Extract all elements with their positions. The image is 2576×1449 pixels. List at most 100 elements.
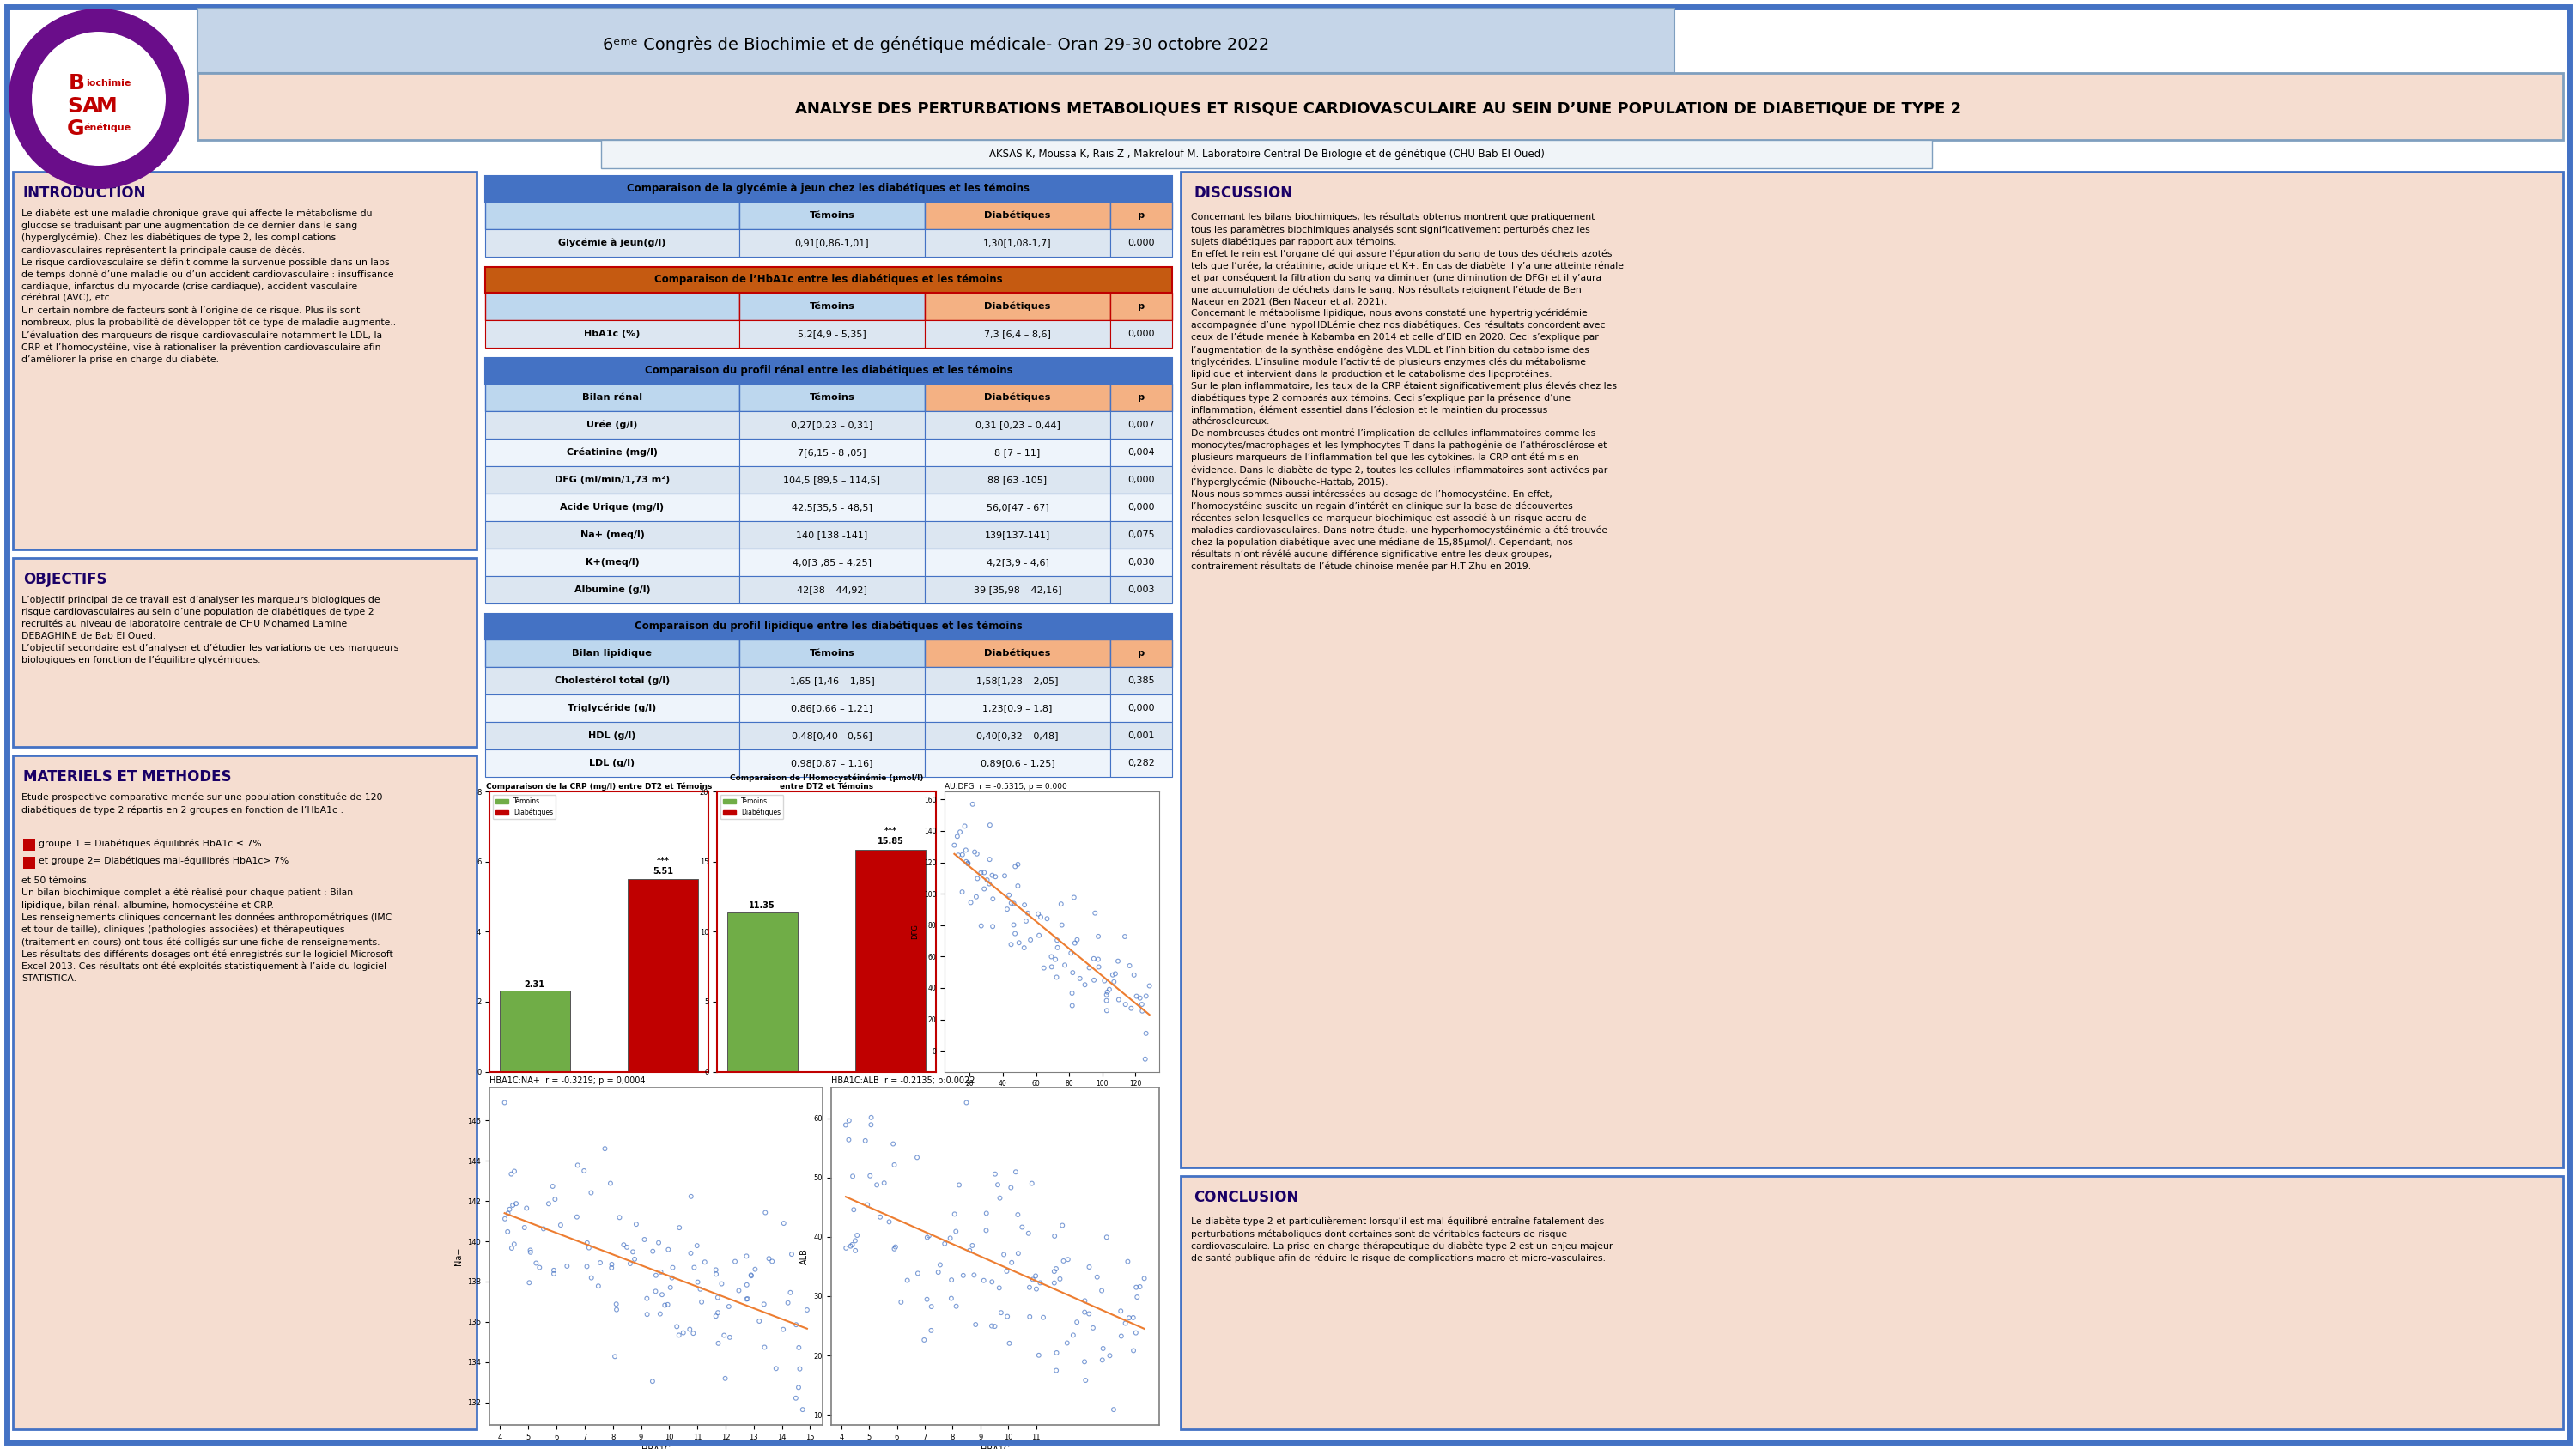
Point (1051, 994, 1092, 1017)
Text: Diabétiques: Diabétiques (984, 301, 1051, 312)
Point (495, 1193, 536, 1216)
Point (505, 1216, 546, 1239)
Point (698, 1285, 739, 1308)
Point (961, 914, 1002, 938)
Text: 42[38 – 44,92]: 42[38 – 44,92] (796, 585, 868, 594)
Bar (1110, 467, 1172, 494)
Text: groupe 1 = Diabétiques équilibrés HbA1c ≤ 7%: groupe 1 = Diabétiques équilibrés HbA1c … (39, 839, 263, 848)
Point (670, 1185, 711, 1208)
Text: 8 [7 – 11]: 8 [7 – 11] (994, 448, 1041, 456)
Point (1072, 1316, 1113, 1339)
Point (641, 1261, 683, 1284)
Point (907, 1288, 948, 1311)
Text: énétique: énétique (85, 123, 131, 133)
Point (595, 1293, 636, 1316)
X-axis label: AU: AU (1046, 1093, 1056, 1100)
Point (1064, 1350, 1105, 1374)
Point (912, 1295, 953, 1319)
Point (1038, 1268, 1079, 1291)
Bar (484, 229, 739, 256)
Point (832, 1233, 873, 1256)
Point (1025, 907, 1066, 930)
Point (943, 1264, 984, 1287)
Bar (13, 558, 477, 746)
Point (1121, 993, 1162, 1016)
Point (744, 1336, 786, 1359)
Text: 6ᵉᵐᵉ Congrès de Biochimie et de génétique médicale- Oran 29-30 octobre 2022: 6ᵉᵐᵉ Congrès de Biochimie et de génétiqu… (603, 36, 1270, 54)
Point (1064, 1290, 1105, 1313)
Point (1023, 956, 1064, 980)
Bar (925, 494, 1110, 522)
X-axis label: HBA1C: HBA1C (641, 1446, 670, 1449)
Point (1082, 1349, 1123, 1372)
Point (698, 1301, 739, 1324)
Point (824, 1113, 866, 1136)
Point (945, 851, 987, 874)
Point (948, 1239, 989, 1262)
Point (1126, 1048, 1167, 1071)
Point (1113, 1339, 1154, 1362)
Text: ANALYSE DES PERTURBATIONS METABOLIQUES ET RISQUE CARDIOVASCULAIRE AU SEIN D’UNE : ANALYSE DES PERTURBATIONS METABOLIQUES E… (796, 100, 1960, 116)
Text: 4,0[3 ,85 – 4,25]: 4,0[3 ,85 – 4,25] (793, 558, 871, 567)
Point (515, 1252, 556, 1275)
Point (768, 1291, 809, 1314)
Point (677, 1271, 719, 1294)
Point (1051, 942, 1092, 965)
Point (997, 874, 1038, 897)
Point (1126, 1022, 1167, 1045)
Point (489, 1198, 531, 1222)
Point (1126, 984, 1167, 1007)
Point (647, 1293, 688, 1316)
Bar (13, 755, 477, 1429)
Point (533, 1262, 574, 1285)
Point (1064, 974, 1105, 997)
Point (1087, 990, 1128, 1013)
Point (909, 1319, 951, 1342)
Point (1105, 993, 1146, 1016)
Point (590, 1172, 631, 1195)
Point (994, 922, 1036, 945)
Bar (1110, 549, 1172, 577)
Point (1090, 978, 1131, 1001)
Point (1010, 1275, 1051, 1298)
Bar (925, 320, 1110, 348)
Bar (739, 201, 925, 229)
Point (680, 1291, 721, 1314)
Text: 0,003: 0,003 (1128, 585, 1154, 594)
Point (933, 833, 974, 856)
Text: Cholestérol total (g/l): Cholestérol total (g/l) (554, 677, 670, 685)
Point (1128, 974, 1170, 997)
Point (1092, 971, 1133, 994)
Point (626, 1287, 667, 1310)
Point (999, 932, 1041, 955)
Point (997, 853, 1038, 877)
Point (1043, 1249, 1084, 1272)
Point (987, 897, 1028, 920)
Bar (1110, 639, 1172, 667)
Point (755, 1356, 796, 1379)
Bar (484, 201, 739, 229)
Point (778, 1377, 819, 1400)
Point (956, 1313, 997, 1336)
Point (1007, 901, 1048, 924)
Text: et 50 témoins.
Un bilan biochimique complet a été réalisé pour chaque patient : : et 50 témoins. Un bilan biochimique comp… (21, 877, 394, 982)
Point (652, 1266, 693, 1290)
Bar (739, 577, 925, 603)
Bar (1110, 201, 1172, 229)
Text: 1,65 [1,46 – 1,85]: 1,65 [1,46 – 1,85] (791, 677, 873, 685)
Bar (739, 412, 925, 439)
Point (966, 1219, 1007, 1242)
Point (639, 1232, 680, 1255)
Point (945, 814, 987, 838)
Bar (484, 267, 1172, 293)
Bar (484, 320, 739, 348)
Point (1036, 929, 1077, 952)
Text: MATERIELS ET METHODES: MATERIELS ET METHODES (23, 769, 232, 784)
Text: 0,000: 0,000 (1128, 503, 1154, 511)
Point (1113, 964, 1154, 987)
Point (1030, 945, 1072, 968)
Bar (13, 171, 477, 549)
Text: CONCLUSION: CONCLUSION (1193, 1190, 1298, 1206)
Bar (1110, 229, 1172, 256)
Point (1023, 1306, 1064, 1329)
